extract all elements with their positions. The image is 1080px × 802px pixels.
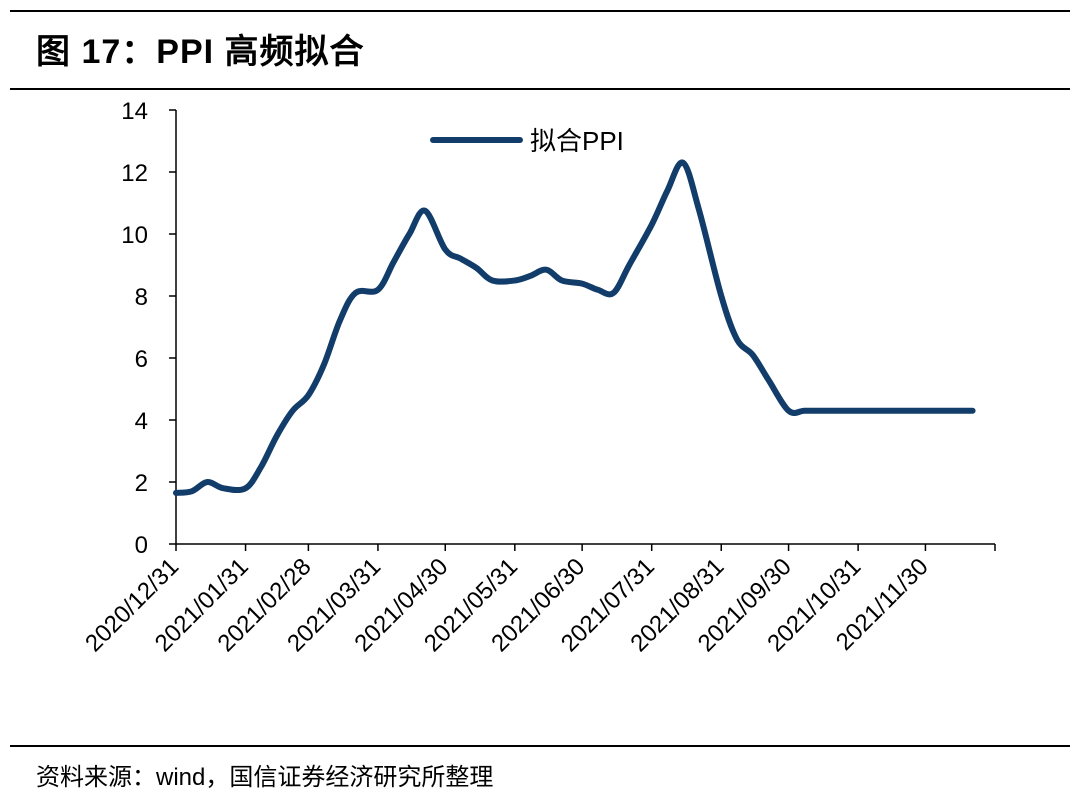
legend-label: 拟合PPI [530, 126, 624, 156]
legend: 拟合PPI [430, 126, 624, 156]
bottom-rule [10, 745, 1070, 747]
y-tick-label: 14 [121, 98, 148, 125]
y-tick-label: 6 [135, 346, 148, 373]
y-axis: 0 2 4 6 8 10 12 14 [121, 98, 177, 559]
y-tick-label: 0 [135, 532, 148, 559]
figure-title: 图 17：PPI 高频拟合 [36, 33, 365, 71]
source-note: 资料来源：wind，国信证券经济研究所整理 [36, 764, 494, 791]
y-tick-label: 8 [135, 284, 148, 311]
line-chart: 0 2 4 6 8 10 12 14 2020/12/312021/01/312021/02/… [80, 98, 996, 657]
y-tick-label: 10 [121, 222, 148, 249]
x-axis: 2020/12/312021/01/312021/02/282021/03/31… [80, 543, 996, 657]
title-rule [10, 88, 1070, 90]
y-tick-label: 2 [135, 470, 148, 497]
y-tick-label: 12 [121, 160, 148, 187]
series-layer [173, 159, 976, 496]
top-rule [10, 10, 1070, 12]
series-line-0 [173, 159, 976, 496]
y-tick-label: 4 [135, 408, 148, 435]
